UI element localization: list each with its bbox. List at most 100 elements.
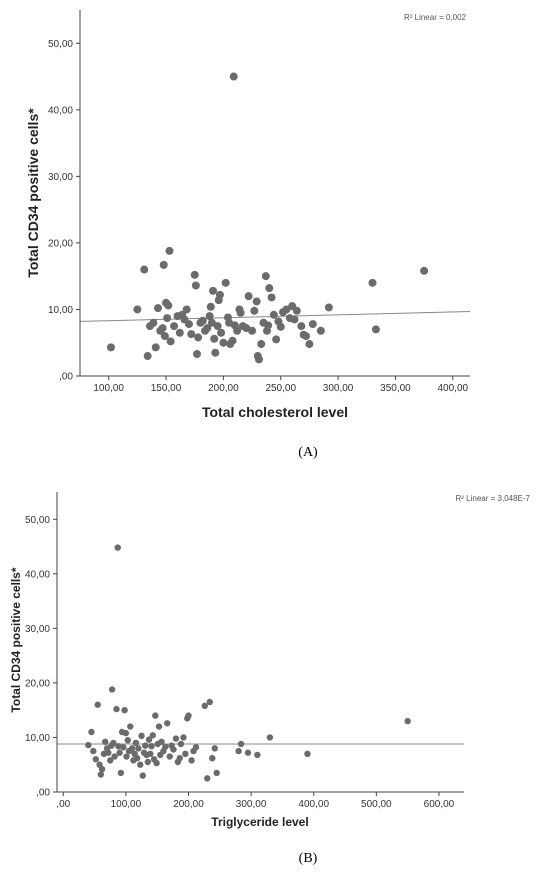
chart-a-points: [106, 72, 429, 364]
data-point: [116, 749, 123, 756]
data-point: [124, 736, 131, 744]
data-point: [176, 754, 183, 762]
data-point: [210, 334, 219, 343]
chart-a-x-ticks: 100,00 150,00 200,00 250,00 300,00 350,00 400,…: [93, 376, 469, 394]
data-point: [228, 336, 237, 345]
data-point: [149, 732, 157, 739]
data-point: [254, 751, 261, 759]
chart-b-x-axis-title: Triglyceride level: [211, 815, 308, 829]
y-tick-label: 30,00: [48, 172, 73, 183]
y-tick-label: 10,00: [48, 305, 73, 316]
x-tick-label: 100,00: [93, 383, 124, 394]
data-point: [110, 739, 117, 747]
data-point: [261, 272, 270, 281]
data-point: [148, 742, 155, 750]
x-tick-label: 350,00: [380, 383, 411, 394]
x-tick-label: 200,00: [173, 799, 204, 810]
y-tick-label: 40,00: [48, 105, 73, 116]
data-point: [213, 769, 220, 777]
data-point: [229, 72, 238, 81]
data-point: [120, 744, 127, 751]
data-point: [221, 278, 230, 287]
data-point: [404, 717, 411, 725]
x-tick-label: 100,00: [111, 799, 142, 810]
data-point: [272, 335, 281, 344]
data-point: [257, 340, 266, 349]
data-point: [111, 753, 118, 760]
data-point: [172, 735, 180, 742]
data-point: [158, 738, 165, 746]
x-tick-label: 400,00: [298, 799, 329, 810]
data-point: [152, 712, 159, 719]
data-point: [297, 322, 306, 331]
data-point: [113, 705, 120, 713]
data-point: [127, 723, 134, 730]
data-point: [154, 304, 162, 313]
y-tick-label: ,00: [59, 372, 73, 383]
data-point: [206, 302, 215, 311]
data-point: [122, 729, 130, 737]
x-tick-label: 600,00: [424, 799, 455, 810]
data-point: [215, 290, 224, 299]
data-point: [205, 312, 214, 321]
chart-a-r2-label: R² Linear = 0,002: [404, 13, 467, 22]
data-point: [252, 297, 261, 306]
data-point: [105, 749, 112, 756]
data-point: [128, 745, 136, 752]
data-point: [162, 743, 169, 750]
data-point: [250, 306, 259, 315]
data-point: [133, 305, 142, 314]
data-point: [267, 293, 276, 302]
data-point: [137, 761, 144, 768]
x-tick-label: ,00: [56, 799, 70, 810]
data-point: [244, 292, 253, 301]
y-tick-label: ,00: [36, 788, 50, 799]
chart-a: ,00 10,00 20,00 30,00 40,00 50,00 100,00 150,0…: [25, 10, 471, 460]
data-point: [248, 326, 257, 335]
y-tick-label: 30,00: [25, 624, 50, 635]
data-point: [193, 350, 201, 359]
data-point: [198, 316, 207, 325]
x-tick-label: 250,00: [265, 383, 296, 394]
data-point: [276, 322, 285, 331]
data-point: [290, 315, 299, 324]
data-point: [159, 260, 168, 269]
y-tick-label: 20,00: [25, 678, 50, 689]
data-point: [219, 338, 228, 347]
data-point: [180, 734, 187, 741]
data-point: [135, 745, 142, 752]
data-point: [170, 322, 179, 331]
data-point: [170, 746, 177, 753]
data-point: [211, 745, 218, 752]
data-point: [140, 265, 149, 274]
data-point: [192, 744, 200, 751]
data-point: [266, 734, 274, 741]
data-point: [185, 712, 192, 719]
data-point: [139, 772, 146, 779]
data-point: [158, 324, 167, 333]
x-tick-label: 300,00: [323, 383, 354, 394]
data-point: [204, 775, 211, 782]
data-point: [142, 742, 149, 749]
data-point: [254, 355, 263, 364]
data-point: [237, 740, 245, 748]
data-point: [97, 771, 105, 778]
data-point: [187, 330, 196, 339]
x-tick-label: 500,00: [361, 799, 392, 810]
data-point: [160, 332, 169, 341]
data-point: [166, 753, 173, 760]
data-point: [203, 324, 212, 333]
chart-b: ,00 10,00 20,00 30,00 40,00 50,00 ,00 100,00 20…: [9, 492, 531, 866]
data-point: [147, 750, 154, 758]
data-point: [213, 322, 222, 331]
data-point: [244, 749, 252, 756]
chart-a-panel-label: (A): [298, 445, 318, 460]
data-point: [175, 328, 184, 337]
chart-b-panel-label: (B): [299, 851, 318, 866]
data-point: [145, 736, 153, 743]
data-point: [209, 286, 218, 295]
data-point: [191, 281, 200, 290]
data-point: [316, 326, 325, 335]
y-tick-label: 20,00: [48, 238, 73, 249]
